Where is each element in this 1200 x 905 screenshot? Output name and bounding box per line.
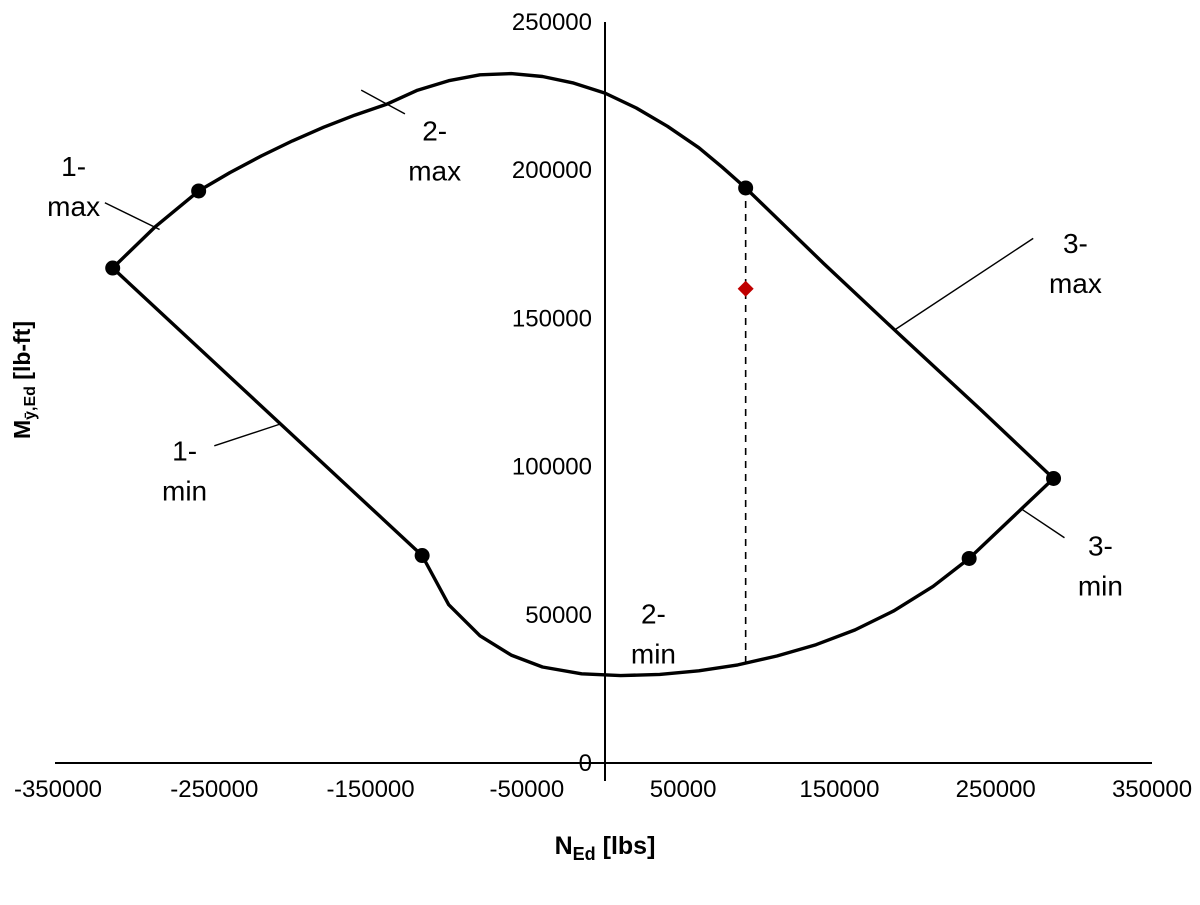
annotation-leader-line-3-min (1021, 508, 1065, 539)
annotation-label-2-max: 2-max (408, 115, 461, 186)
annotation-label-3-max: 3-max (1049, 228, 1102, 299)
boundary-marker-dot (414, 548, 430, 564)
y-tick-label: 150000 (512, 305, 592, 332)
annotation-label-1-min: 1-min (162, 436, 207, 507)
y-tick-label: 250000 (512, 9, 592, 36)
x-tick-label: 150000 (799, 776, 879, 803)
x-tick-label: 350000 (1112, 776, 1192, 803)
y-axis-title: Mȳ,Ed [lb-ft] (9, 321, 39, 439)
x-axis-title: NEd [lbs] (555, 832, 656, 864)
y-tick-label: 0 (579, 750, 592, 777)
annotation-label-3-min: 3-min (1078, 530, 1123, 601)
x-tick-label: -350000 (14, 776, 102, 803)
annotation-leader-line-1-min (214, 422, 282, 447)
annotation-leader-line-2-max (360, 89, 406, 115)
y-tick-label: 50000 (525, 602, 592, 629)
boundary-marker-dot (961, 550, 977, 566)
x-tick-label: -250000 (170, 776, 258, 803)
annotation-leader-line-3-max (893, 237, 1034, 331)
y-tick-label: 100000 (512, 454, 592, 481)
boundary-marker-dot (738, 180, 754, 196)
annotation-label-1-max: 1-max (47, 151, 100, 222)
x-tick-label: 50000 (650, 776, 717, 803)
x-tick-label: -50000 (489, 776, 564, 803)
annotation-label-2-min: 2-min (631, 599, 676, 670)
boundary-marker-dot (1046, 470, 1062, 486)
boundary-marker-dot (191, 183, 207, 199)
x-tick-label: 250000 (956, 776, 1036, 803)
annotation-leader-line-1-max (104, 202, 160, 231)
capacity-envelope-curve (111, 71, 1056, 678)
boundary-marker-dot (105, 260, 121, 276)
y-tick-label: 200000 (512, 157, 592, 184)
x-tick-label: -150000 (327, 776, 415, 803)
design-point-marker (737, 280, 754, 297)
